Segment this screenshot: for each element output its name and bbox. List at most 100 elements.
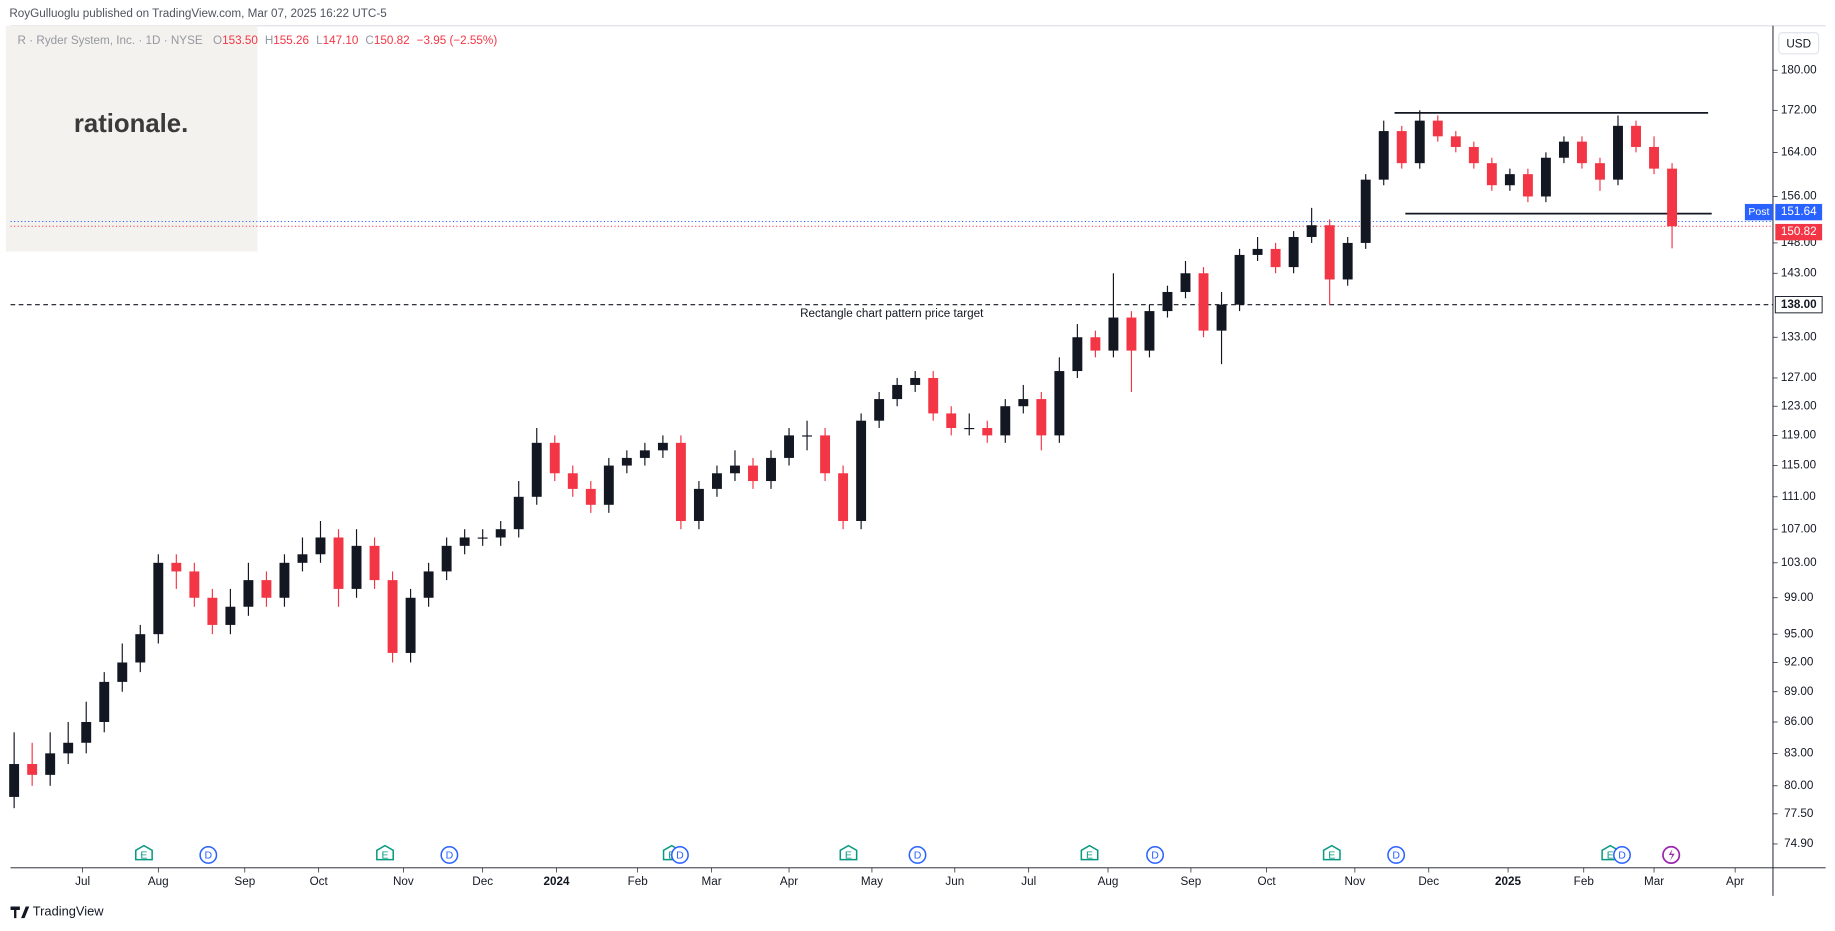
candle-body — [1108, 317, 1119, 351]
candle-body — [423, 571, 434, 598]
candle-body — [63, 742, 74, 754]
event-label: D — [205, 849, 213, 861]
candle-body — [243, 580, 254, 607]
candle-body — [135, 634, 146, 663]
y-tick-label: 133.00 — [1781, 330, 1817, 343]
candle-body — [856, 420, 867, 521]
candle-body — [99, 681, 110, 723]
candle-body — [315, 537, 326, 555]
event-label: E — [845, 849, 852, 861]
symbol: R · Ryder System, Inc. · 1D · NYSE — [18, 34, 203, 47]
candle-body — [639, 450, 650, 458]
event-badge[interactable] — [670, 846, 689, 864]
event-badge[interactable] — [1387, 846, 1406, 864]
candle-body — [279, 562, 290, 598]
candle-body — [603, 465, 614, 505]
x-tick-label: Feb — [1574, 875, 1595, 888]
price-tag-label: 151.64 — [1781, 205, 1817, 218]
event-badge[interactable] — [376, 844, 394, 861]
candle-body — [892, 384, 903, 400]
candle-body — [171, 562, 182, 572]
y-tick-label: 77.50 — [1784, 807, 1814, 820]
x-tick-label: 2024 — [544, 875, 571, 888]
candle-body — [1126, 317, 1137, 351]
y-tick-label: 127.00 — [1781, 371, 1817, 384]
candle-body — [207, 597, 218, 625]
ohlc-key: L — [316, 34, 323, 47]
candle-body — [1072, 337, 1083, 372]
event-label: E — [140, 849, 147, 861]
candle-body — [27, 764, 38, 775]
candle-body — [711, 473, 722, 489]
event-badge[interactable] — [1080, 844, 1099, 861]
split-icon — [1668, 849, 1675, 861]
x-tick-label: Jul — [75, 875, 90, 888]
event-badge[interactable] — [839, 844, 858, 861]
x-tick-label: Mar — [701, 875, 721, 888]
candle-body — [838, 473, 849, 521]
x-tick-label: Aug — [148, 875, 169, 888]
y-tick-label: 92.00 — [1784, 656, 1814, 669]
candle-body — [495, 529, 506, 538]
target-label: 138.00 — [1781, 298, 1817, 311]
y-tick-label: 180.00 — [1781, 63, 1817, 76]
change: −3.95 (−2.55%) — [417, 34, 498, 47]
x-tick-label: Jul — [1021, 875, 1036, 888]
y-tick-label: 172.00 — [1781, 103, 1817, 116]
candle-body — [946, 413, 957, 429]
candle-body — [387, 580, 398, 653]
candle-body — [1342, 242, 1353, 280]
event-label: E — [1328, 849, 1335, 861]
y-tick-label: 99.00 — [1784, 591, 1814, 604]
event-badge[interactable] — [440, 846, 459, 864]
ohlc-key: H — [265, 34, 273, 47]
candle-body — [766, 457, 776, 482]
candle-body — [675, 442, 686, 521]
event-label: D — [446, 849, 454, 861]
candle-body — [964, 428, 975, 430]
candle-body — [81, 722, 92, 743]
tv-icon — [10, 906, 30, 919]
candle-body — [1144, 311, 1155, 351]
candle-body — [1504, 174, 1515, 186]
event-label: E — [1086, 849, 1093, 861]
candle-body — [297, 554, 308, 563]
x-tick-label: Sep — [234, 875, 255, 888]
x-tick-label: Apr — [780, 875, 798, 888]
candle-body — [225, 606, 236, 625]
candle-body — [693, 488, 704, 521]
candle-body — [874, 399, 885, 421]
candle-body — [1180, 273, 1191, 292]
price-tag — [1775, 223, 1823, 241]
candle-body — [802, 435, 813, 437]
candle-body — [153, 562, 164, 635]
event-badge[interactable] — [199, 846, 218, 864]
candle-body — [369, 545, 380, 581]
candle-body — [1649, 146, 1659, 169]
event-label: E — [1607, 849, 1614, 861]
target-text: Rectangle chart pattern price target — [800, 307, 984, 320]
candle-body — [784, 435, 794, 458]
price-tag — [1775, 203, 1823, 221]
event-badge[interactable] — [1146, 846, 1165, 864]
ohlc-value: 153.50 — [222, 34, 258, 47]
candle-body — [820, 435, 831, 474]
candle-body — [513, 496, 524, 530]
event-badge[interactable] — [1613, 846, 1631, 864]
tv-logo: TradingView — [10, 904, 104, 919]
x-tick-label: Apr — [1726, 875, 1744, 888]
candle-body — [1450, 136, 1461, 147]
candle-body — [1396, 131, 1407, 164]
x-tick-label: Oct — [1257, 875, 1276, 888]
currency-box — [1778, 32, 1820, 55]
candle-body — [189, 571, 200, 598]
y-tick-label: 115.00 — [1781, 459, 1816, 472]
event-badge[interactable] — [908, 846, 927, 864]
y-tick-label: 86.00 — [1784, 715, 1814, 728]
event-badge[interactable] — [1322, 844, 1341, 861]
split-event[interactable] — [1662, 845, 1681, 865]
event-label: D — [914, 849, 922, 861]
event-badge[interactable] — [134, 844, 153, 861]
